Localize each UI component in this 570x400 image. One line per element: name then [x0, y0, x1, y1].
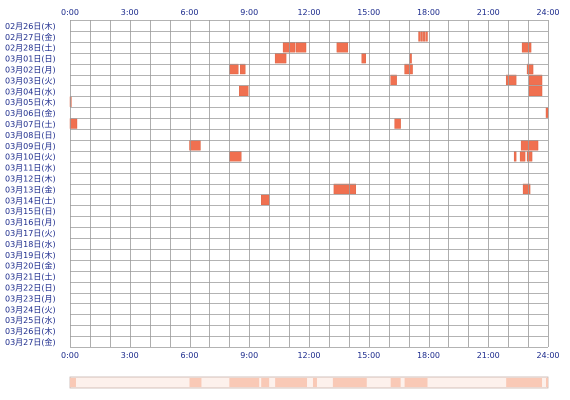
row-label: 03月20日(金): [5, 261, 56, 271]
event-bar: [519, 151, 526, 162]
row-label: 03月09日(月): [5, 142, 56, 151]
event-bar: [390, 74, 397, 86]
event-bar: [69, 118, 78, 129]
row-label: 03月16日(月): [5, 218, 56, 227]
summary-strip-span: [390, 378, 401, 387]
event-bar: [522, 183, 531, 195]
x-tick-label-bottom: 21:00: [477, 351, 500, 360]
row-label: 03月18日(水): [5, 239, 56, 249]
x-tick-label-top: 21:00: [477, 8, 500, 17]
row-label: 02月28日(土): [5, 43, 56, 53]
row-label: 03月23日(月): [5, 294, 56, 303]
event-bar: [274, 53, 287, 64]
x-tick-label-bottom: 12:00: [297, 351, 320, 360]
event-bar: [420, 31, 423, 42]
event-bar: [336, 42, 349, 53]
row-label: 03月25日(水): [5, 315, 56, 325]
event-bar: [505, 74, 517, 86]
event-bar: [261, 194, 270, 205]
event-bar: [521, 42, 532, 53]
row-label: 03月22日(日): [5, 284, 56, 293]
x-tick-label-top: 0:00: [61, 8, 79, 17]
x-tick-label-top: 18:00: [417, 8, 440, 17]
event-bar: [189, 140, 201, 151]
row-label: 03月15日(日): [5, 207, 56, 216]
x-tick-label-top: 12:00: [297, 8, 320, 17]
x-tick-label-bottom: 15:00: [357, 351, 380, 360]
event-bar: [229, 151, 242, 162]
event-bar: [239, 85, 249, 97]
summary-strip-span: [506, 378, 543, 387]
x-tick-label-bottom: 24:00: [536, 351, 559, 360]
row-label: 03月01日(日): [5, 55, 56, 64]
row-label: 03月06日(金): [5, 108, 56, 118]
event-bar: [394, 118, 401, 129]
plot-area: [70, 20, 548, 347]
event-bar: [361, 53, 366, 64]
event-bar: [425, 31, 428, 42]
x-tick-label-bottom: 3:00: [121, 351, 139, 360]
event-bar: [240, 63, 246, 75]
row-label: 03月27日(金): [5, 337, 56, 347]
row-label: 03月13日(金): [5, 184, 56, 194]
summary-strip-span: [70, 378, 76, 387]
row-label: 03月07日(土): [5, 119, 56, 129]
row-label: 03月04日(水): [5, 86, 56, 96]
row-label: 03月12日(木): [5, 174, 56, 184]
event-bar: [418, 31, 421, 42]
event-bar: [423, 31, 426, 42]
summary-strip: [69, 376, 549, 389]
event-bar: [545, 107, 549, 118]
event-bar: [404, 63, 413, 75]
row-label: 02月26日(木): [5, 21, 56, 31]
event-bar: [333, 183, 357, 195]
row-label: 03月21日(土): [5, 272, 56, 282]
event-bar: [528, 74, 543, 86]
row-label: 03月05日(木): [5, 97, 56, 107]
row-label: 03月08日(日): [5, 131, 56, 140]
row-label: 03月03日(火): [5, 76, 56, 85]
event-bar: [526, 63, 534, 75]
x-tick-label-top: 24:00: [536, 8, 559, 17]
row-label: 03月19日(木): [5, 250, 56, 260]
row-label: 03月14日(土): [5, 195, 56, 205]
x-tick-label-top: 9:00: [240, 8, 258, 17]
summary-strip-span: [275, 378, 308, 387]
x-tick-label-top: 15:00: [357, 8, 380, 17]
event-bar: [229, 63, 239, 75]
summary-strip-span: [261, 378, 270, 387]
event-bar: [526, 151, 533, 162]
summary-strip-span: [312, 378, 317, 387]
summary-strip-span: [546, 378, 548, 387]
event-bar: [282, 42, 296, 53]
row-label: 03月26日(木): [5, 326, 56, 336]
x-tick-label-top: 6:00: [181, 8, 199, 17]
row-label: 03月11日(水): [5, 163, 56, 173]
row-label: 03月24日(火): [5, 305, 56, 314]
summary-strip-span: [404, 378, 428, 387]
summary-strip-span: [332, 378, 367, 387]
x-tick-label-bottom: 18:00: [417, 351, 440, 360]
x-tick-label-bottom: 6:00: [181, 351, 199, 360]
x-tick-label-bottom: 0:00: [61, 351, 79, 360]
row-label: 03月10日(火): [5, 153, 56, 162]
row-label: 02月27日(金): [5, 32, 56, 42]
summary-strip-span: [229, 378, 260, 387]
summary-strip-span: [189, 378, 202, 387]
event-bar: [528, 85, 543, 97]
event-bar: [513, 151, 517, 162]
event-bar: [520, 140, 539, 151]
row-label: 03月17日(火): [5, 229, 56, 238]
x-tick-label-top: 3:00: [121, 8, 139, 17]
row-label: 03月02日(月): [5, 66, 56, 75]
event-bar: [295, 42, 307, 53]
x-tick-label-bottom: 9:00: [240, 351, 258, 360]
